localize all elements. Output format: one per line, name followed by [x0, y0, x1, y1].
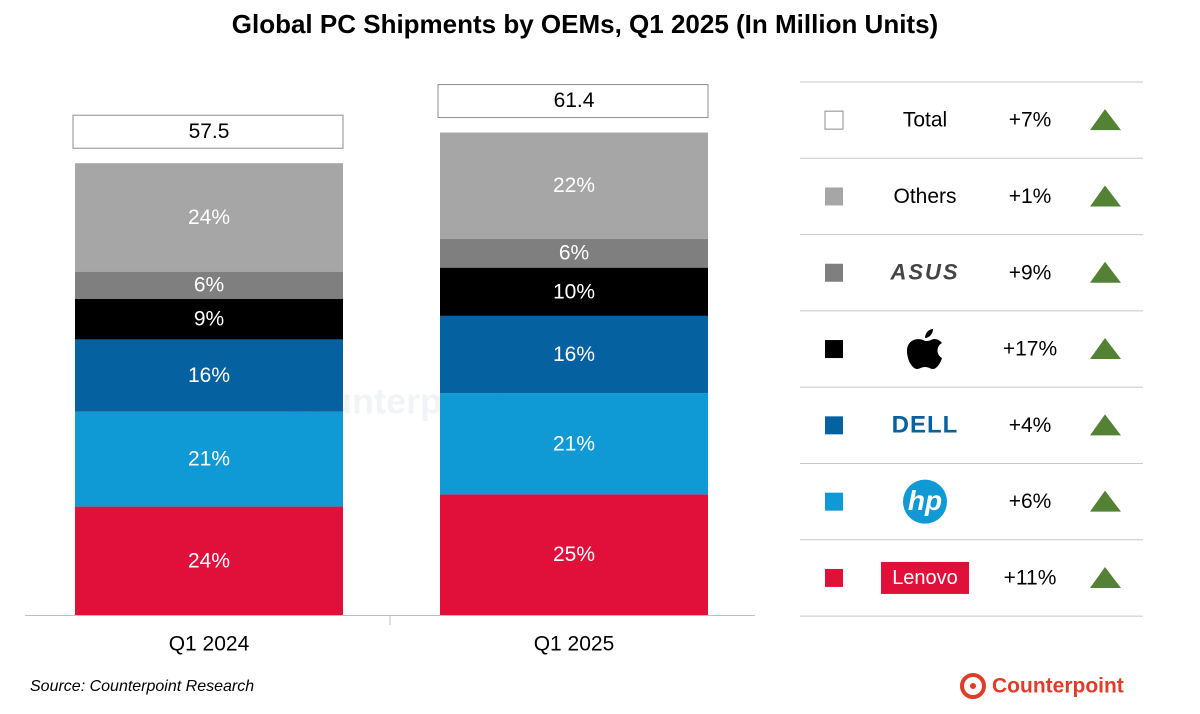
bar-segment [75, 298, 343, 340]
brand-icon [960, 673, 986, 699]
total-box [72, 114, 344, 149]
data-label: 9% [194, 308, 224, 331]
growth-label: +6% [1009, 490, 1052, 513]
bar-segment [440, 267, 708, 316]
source: Source: Counterpoint Research [30, 678, 254, 695]
x-tick-label: Q1 2025 [534, 633, 615, 656]
growth-arrow [1090, 338, 1121, 360]
growth-arrow [1090, 109, 1121, 131]
legend-label: Total [903, 109, 947, 132]
growth-arrow [1090, 414, 1121, 436]
legend-swatch [825, 568, 843, 587]
data-label: 22% [553, 174, 595, 197]
data-label: 24% [188, 206, 230, 229]
bar-segment [75, 271, 343, 299]
growth-label: +7% [1009, 109, 1052, 132]
lenovo-logo [881, 561, 969, 594]
legend-swatch [825, 416, 843, 435]
bar-segment [75, 411, 343, 507]
data-label: 21% [553, 432, 595, 455]
data-label: 21% [188, 448, 230, 471]
legend-label: ASUS [889, 260, 959, 285]
total-label: 57.5 [189, 120, 230, 143]
bar-segment [75, 339, 343, 412]
bar-segment [440, 393, 708, 495]
legend-swatch [825, 492, 843, 511]
data-label: 6% [194, 274, 224, 297]
growth-label: +4% [1009, 414, 1052, 437]
bar-segment [440, 238, 708, 268]
data-label: 16% [188, 364, 230, 387]
legend-label: hp [908, 485, 942, 516]
chart-title: Global PC Shipments by OEMs, Q1 2025 (In… [232, 9, 938, 39]
total-label: 61.4 [554, 89, 595, 112]
bar-segment [440, 132, 708, 239]
data-label: 6% [559, 242, 589, 265]
growth-arrow [1090, 490, 1121, 512]
growth-label: +9% [1009, 261, 1052, 284]
legend-label: Lenovo [892, 567, 958, 589]
data-label: 16% [553, 343, 595, 366]
legend-label: DELL [892, 412, 959, 439]
x-tick-label: Q1 2024 [169, 633, 250, 656]
legend-label: Others [893, 185, 956, 208]
legend-swatch [825, 263, 843, 282]
growth-label: +1% [1009, 185, 1052, 208]
bar-segment [440, 494, 708, 615]
brand-icon-dot [970, 683, 976, 689]
data-label: 10% [553, 280, 595, 303]
legend-swatch [825, 340, 843, 359]
growth-arrow [1090, 185, 1121, 207]
data-label: 25% [553, 543, 595, 566]
brand: Counterpoint [992, 675, 1124, 698]
hp-logo [903, 479, 947, 524]
total-box [437, 84, 709, 119]
legend-swatch [825, 187, 843, 206]
apple-logo [907, 329, 942, 370]
growth-label: +11% [1004, 566, 1057, 589]
bar-segment [440, 315, 708, 394]
bar-segment [75, 163, 343, 272]
growth-label: +17% [1003, 338, 1057, 361]
growth-arrow [1090, 261, 1121, 283]
legend-swatch [824, 110, 844, 130]
bar-segment [75, 506, 343, 615]
data-label: 24% [188, 549, 230, 572]
growth-arrow [1090, 566, 1121, 588]
